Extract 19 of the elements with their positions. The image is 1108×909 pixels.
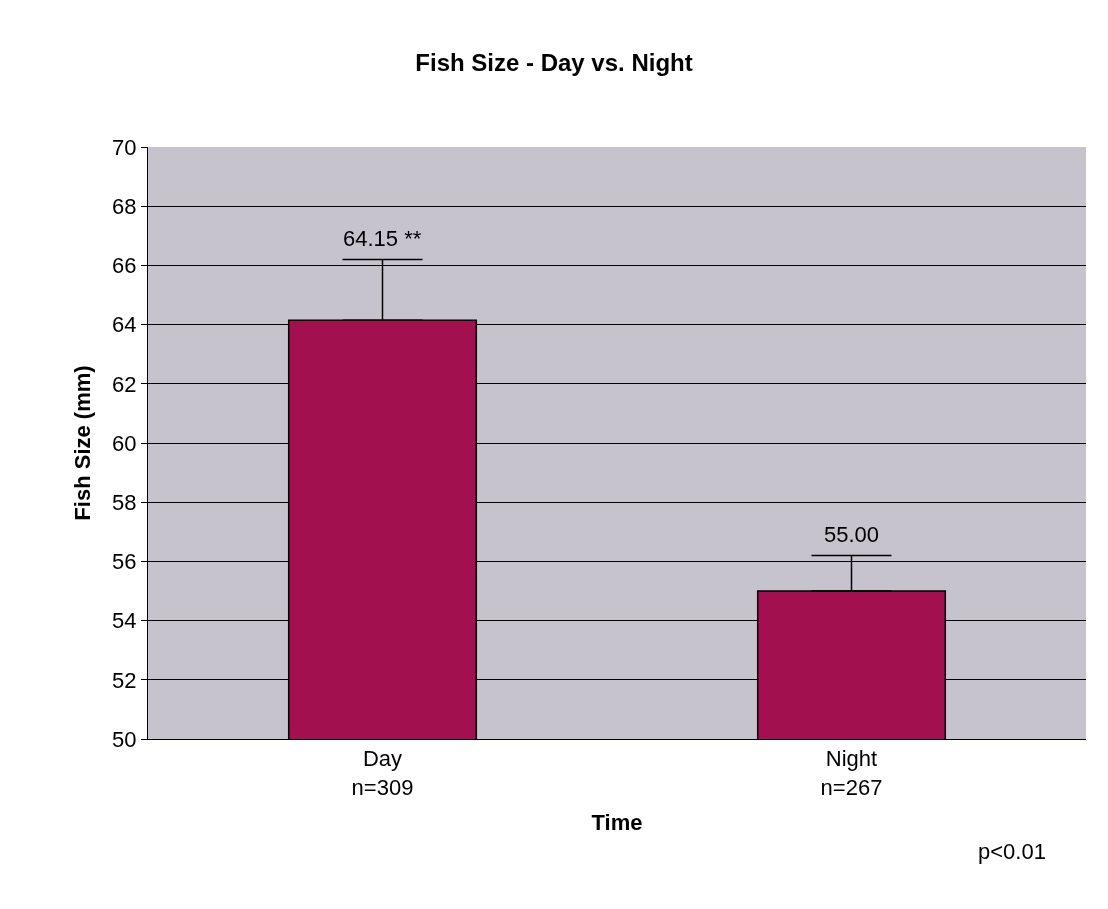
y-tick-label: 70: [112, 134, 137, 160]
y-axis-title: Fish Size (mm): [69, 365, 95, 521]
data-label: 55.00: [824, 522, 880, 547]
y-tick-label: 64: [112, 312, 137, 338]
chart-title: Fish Size - Day vs. Night: [415, 49, 693, 77]
text: p<0.01: [978, 839, 1046, 864]
y-tick-label: 54: [112, 608, 137, 634]
data-label: 64.15 **: [343, 226, 422, 251]
y-tick-label: 56: [112, 549, 137, 575]
x-tick-label: Night n=267: [820, 746, 883, 800]
y-tick-label: 58: [112, 489, 137, 515]
y-tick-label: 68: [112, 193, 137, 219]
x-axis-title: Time: [591, 809, 643, 835]
y-tick-label: 60: [112, 430, 137, 456]
y-tick-label: 52: [112, 667, 137, 693]
x-tick-label: Day n=309: [351, 746, 414, 800]
y-tick-label: 62: [112, 371, 137, 397]
y-tick-label: 66: [112, 253, 137, 279]
y-tick-label: 50: [112, 726, 137, 752]
